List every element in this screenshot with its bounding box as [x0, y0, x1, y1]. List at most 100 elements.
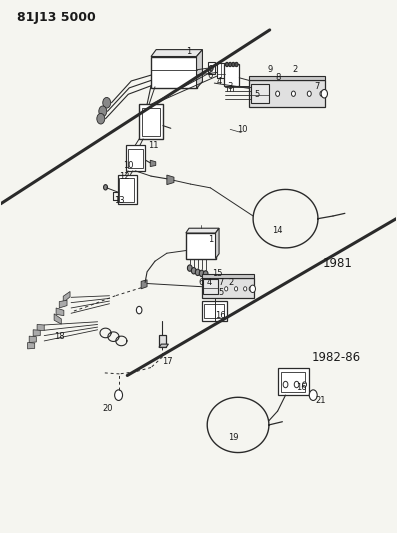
Text: 2: 2: [229, 278, 234, 287]
Polygon shape: [216, 228, 219, 259]
Circle shape: [203, 271, 208, 277]
Bar: [139, 104, 163, 139]
Polygon shape: [150, 160, 156, 166]
Circle shape: [104, 184, 108, 190]
Circle shape: [235, 287, 238, 291]
Text: 7: 7: [314, 82, 320, 91]
Polygon shape: [33, 330, 40, 336]
Bar: [186, 233, 216, 259]
Circle shape: [195, 269, 200, 276]
Polygon shape: [29, 336, 36, 343]
Polygon shape: [249, 76, 325, 80]
Circle shape: [103, 98, 111, 108]
Bar: [118, 174, 137, 204]
Circle shape: [320, 91, 324, 96]
Text: 17: 17: [162, 357, 173, 366]
Bar: [251, 84, 268, 103]
Polygon shape: [197, 50, 202, 88]
Text: 2: 2: [293, 66, 298, 74]
Circle shape: [99, 106, 107, 117]
Polygon shape: [167, 175, 174, 184]
Text: 18: 18: [54, 332, 65, 341]
Polygon shape: [59, 300, 67, 308]
Bar: [127, 146, 145, 171]
Circle shape: [225, 62, 229, 67]
Bar: [224, 64, 239, 86]
Bar: [202, 301, 227, 321]
Text: 4: 4: [217, 77, 222, 86]
Text: 19: 19: [228, 433, 239, 442]
Bar: [151, 56, 197, 88]
Circle shape: [191, 268, 196, 274]
Circle shape: [303, 382, 306, 387]
Polygon shape: [186, 228, 219, 233]
Polygon shape: [141, 280, 147, 289]
Polygon shape: [159, 344, 168, 348]
Bar: [281, 372, 304, 392]
Bar: [208, 62, 215, 74]
Circle shape: [321, 90, 328, 98]
Circle shape: [260, 91, 264, 96]
Circle shape: [250, 285, 255, 293]
Circle shape: [232, 62, 235, 67]
Text: 16: 16: [215, 311, 225, 320]
Circle shape: [244, 287, 247, 291]
Polygon shape: [249, 80, 325, 107]
Text: 5: 5: [219, 287, 224, 296]
Circle shape: [283, 381, 288, 387]
Bar: [203, 279, 218, 294]
Bar: [129, 149, 143, 168]
Circle shape: [199, 270, 204, 277]
Text: 16: 16: [296, 383, 306, 392]
Polygon shape: [202, 274, 254, 278]
Circle shape: [97, 114, 105, 124]
Circle shape: [291, 91, 295, 96]
Polygon shape: [28, 343, 35, 349]
Text: 1982-86: 1982-86: [311, 351, 360, 365]
Text: 12: 12: [119, 172, 130, 181]
Circle shape: [276, 91, 279, 96]
Bar: [119, 177, 135, 201]
Text: 81J13 5000: 81J13 5000: [17, 11, 95, 24]
Circle shape: [115, 390, 123, 400]
Circle shape: [215, 287, 218, 291]
Text: 1: 1: [208, 236, 213, 245]
Text: 14: 14: [272, 227, 283, 236]
Circle shape: [309, 390, 317, 400]
Circle shape: [252, 91, 256, 96]
Polygon shape: [56, 308, 64, 316]
Text: 11: 11: [148, 141, 158, 150]
Circle shape: [205, 287, 208, 291]
Text: 13: 13: [114, 196, 125, 205]
Polygon shape: [159, 335, 166, 348]
Text: 6: 6: [208, 70, 213, 79]
Circle shape: [307, 91, 311, 96]
Text: 20: 20: [102, 405, 113, 414]
Polygon shape: [54, 314, 61, 324]
Circle shape: [229, 62, 232, 67]
Circle shape: [225, 287, 228, 291]
Circle shape: [249, 287, 252, 291]
Polygon shape: [37, 325, 44, 331]
Circle shape: [294, 381, 299, 387]
Text: 4: 4: [207, 278, 212, 287]
Circle shape: [235, 62, 238, 67]
Text: 9: 9: [267, 66, 272, 74]
Text: 10: 10: [123, 161, 134, 170]
Text: 3: 3: [227, 82, 233, 91]
Circle shape: [209, 66, 213, 71]
Text: 6: 6: [198, 278, 204, 287]
Bar: [142, 108, 160, 136]
Polygon shape: [202, 278, 254, 298]
Text: 8: 8: [275, 73, 280, 82]
Bar: [204, 304, 224, 318]
Bar: [278, 368, 309, 395]
Polygon shape: [63, 292, 70, 303]
Polygon shape: [151, 50, 202, 56]
Text: 7: 7: [219, 278, 224, 287]
Text: 15: 15: [212, 269, 223, 278]
Text: 21: 21: [315, 396, 326, 405]
Text: 1981: 1981: [323, 257, 353, 270]
Text: 10: 10: [237, 125, 247, 134]
Circle shape: [137, 306, 142, 314]
